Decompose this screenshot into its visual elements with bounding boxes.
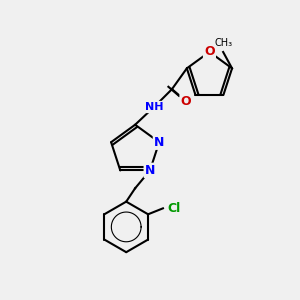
Text: N: N [145,164,155,177]
Text: O: O [204,45,215,58]
Text: NH: NH [145,102,164,112]
Text: O: O [180,94,191,107]
Text: Cl: Cl [167,202,181,215]
Text: CH₃: CH₃ [214,38,232,47]
Text: N: N [154,136,164,149]
